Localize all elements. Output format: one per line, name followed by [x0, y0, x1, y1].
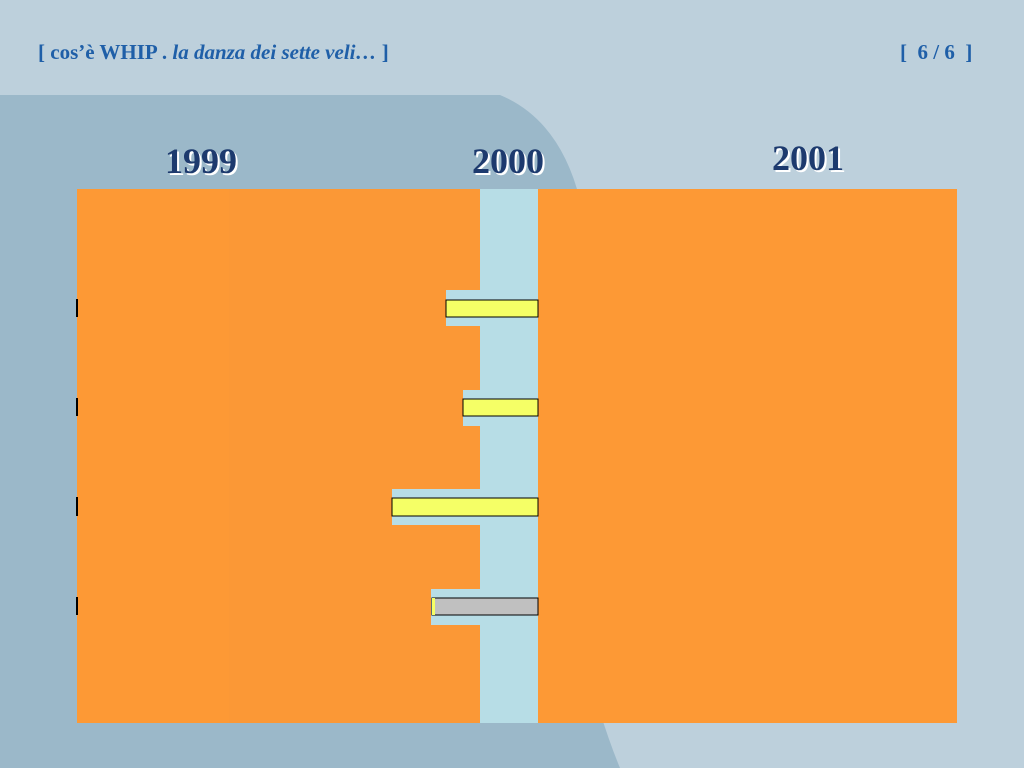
block — [229, 189, 480, 723]
title-part: [ cos’è WHIP . — [38, 40, 168, 64]
bar — [431, 597, 539, 616]
title-part: ] — [381, 40, 389, 64]
year: 2001 — [772, 138, 844, 178]
bar — [391, 497, 539, 517]
strip — [480, 189, 538, 723]
bar — [462, 398, 539, 417]
block — [77, 189, 229, 723]
header-title: [ cos’è WHIP . la danza dei sette veli… … — [38, 40, 389, 65]
title-italic: la danza dei sette veli… — [172, 40, 377, 64]
year: 1999 — [165, 141, 237, 181]
year: 2000 — [472, 141, 544, 181]
page-number: [ 6 / 6 ] — [900, 40, 973, 64]
block — [538, 189, 957, 723]
bar — [445, 299, 539, 318]
bar — [432, 598, 435, 615]
